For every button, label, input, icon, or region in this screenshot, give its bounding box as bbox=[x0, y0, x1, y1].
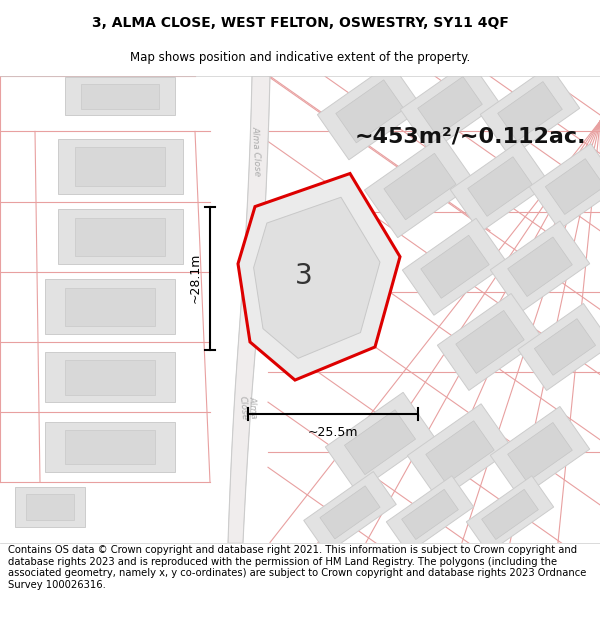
Polygon shape bbox=[58, 209, 182, 264]
Polygon shape bbox=[45, 279, 175, 334]
Polygon shape bbox=[228, 76, 270, 542]
Polygon shape bbox=[65, 359, 155, 394]
Text: Map shows position and indicative extent of the property.: Map shows position and indicative extent… bbox=[130, 51, 470, 64]
Polygon shape bbox=[364, 136, 476, 238]
Polygon shape bbox=[45, 352, 175, 402]
Polygon shape bbox=[508, 422, 572, 482]
Polygon shape bbox=[497, 82, 562, 141]
Polygon shape bbox=[467, 157, 532, 216]
Polygon shape bbox=[45, 422, 175, 472]
Polygon shape bbox=[65, 288, 155, 326]
Polygon shape bbox=[58, 139, 182, 194]
Polygon shape bbox=[320, 486, 380, 539]
Polygon shape bbox=[518, 303, 600, 391]
Polygon shape bbox=[81, 84, 159, 109]
Polygon shape bbox=[26, 494, 74, 521]
Polygon shape bbox=[65, 430, 155, 464]
Polygon shape bbox=[418, 76, 482, 136]
Text: Contains OS data © Crown copyright and database right 2021. This information is : Contains OS data © Crown copyright and d… bbox=[8, 545, 586, 590]
Polygon shape bbox=[535, 319, 596, 375]
Polygon shape bbox=[344, 410, 416, 474]
Polygon shape bbox=[456, 311, 524, 374]
Polygon shape bbox=[508, 237, 572, 296]
Polygon shape bbox=[529, 144, 600, 229]
Polygon shape bbox=[421, 235, 489, 298]
Text: Alma
Close: Alma Close bbox=[237, 394, 259, 420]
Polygon shape bbox=[65, 78, 175, 116]
Polygon shape bbox=[482, 489, 538, 539]
Text: Alma Close: Alma Close bbox=[250, 126, 262, 177]
Polygon shape bbox=[325, 392, 434, 492]
Polygon shape bbox=[450, 141, 550, 232]
Polygon shape bbox=[384, 153, 456, 220]
Polygon shape bbox=[75, 217, 165, 256]
Polygon shape bbox=[254, 198, 380, 358]
Polygon shape bbox=[426, 421, 494, 484]
Polygon shape bbox=[480, 66, 580, 157]
Polygon shape bbox=[75, 148, 165, 186]
Polygon shape bbox=[403, 218, 508, 315]
Polygon shape bbox=[15, 488, 85, 528]
Polygon shape bbox=[407, 404, 512, 501]
Polygon shape bbox=[401, 489, 458, 539]
Polygon shape bbox=[437, 294, 542, 391]
Polygon shape bbox=[545, 159, 600, 214]
Polygon shape bbox=[490, 406, 590, 498]
Text: ~453m²/~0.112ac.: ~453m²/~0.112ac. bbox=[355, 126, 587, 146]
Text: ~28.1m: ~28.1m bbox=[189, 253, 202, 304]
Polygon shape bbox=[490, 221, 590, 312]
Polygon shape bbox=[466, 476, 554, 553]
Polygon shape bbox=[386, 476, 473, 553]
Polygon shape bbox=[238, 174, 400, 380]
Text: ~25.5m: ~25.5m bbox=[308, 426, 358, 439]
Text: 3, ALMA CLOSE, WEST FELTON, OSWESTRY, SY11 4QF: 3, ALMA CLOSE, WEST FELTON, OSWESTRY, SY… bbox=[92, 16, 508, 30]
Text: 3: 3 bbox=[295, 262, 313, 291]
Polygon shape bbox=[400, 61, 500, 152]
Polygon shape bbox=[304, 471, 396, 553]
Polygon shape bbox=[336, 80, 404, 143]
Polygon shape bbox=[317, 63, 422, 160]
